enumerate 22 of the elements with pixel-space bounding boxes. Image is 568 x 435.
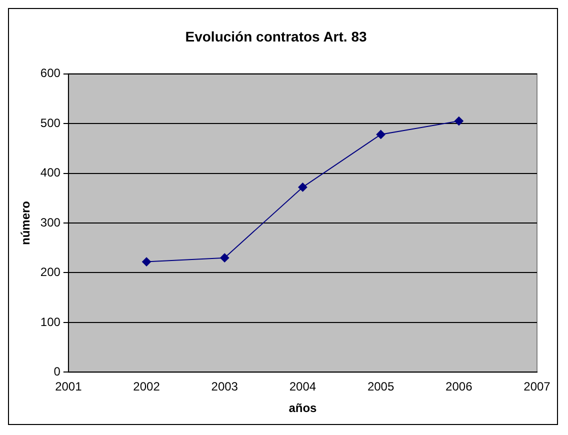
x-tick-label: 2006 [446,380,473,394]
chart-title: Evolución contratos Art. 83 [185,28,367,44]
y-tick-label: 500 [40,116,61,130]
x-tick-label: 2003 [211,380,238,394]
y-tick-label: 300 [40,215,61,230]
y-tick-label: 200 [40,265,61,280]
x-tick-label: 2007 [524,380,551,394]
x-tick-label: 2005 [367,380,394,394]
y-tick-label: 600 [40,66,61,80]
point [142,257,152,266]
point [454,116,464,126]
x-axis-title: años [288,401,318,416]
y-tick-label: 400 [40,166,61,180]
point [376,130,386,139]
x-tick-label: 2001 [55,380,82,394]
point [298,182,308,192]
x-tick-label: 2004 [289,380,316,394]
y-tick-label: 100 [40,314,61,329]
y-tick-label: 0 [54,364,61,379]
y-axis-title: número [18,200,33,246]
x-tick-label: 2002 [133,380,160,394]
point [220,253,230,262]
